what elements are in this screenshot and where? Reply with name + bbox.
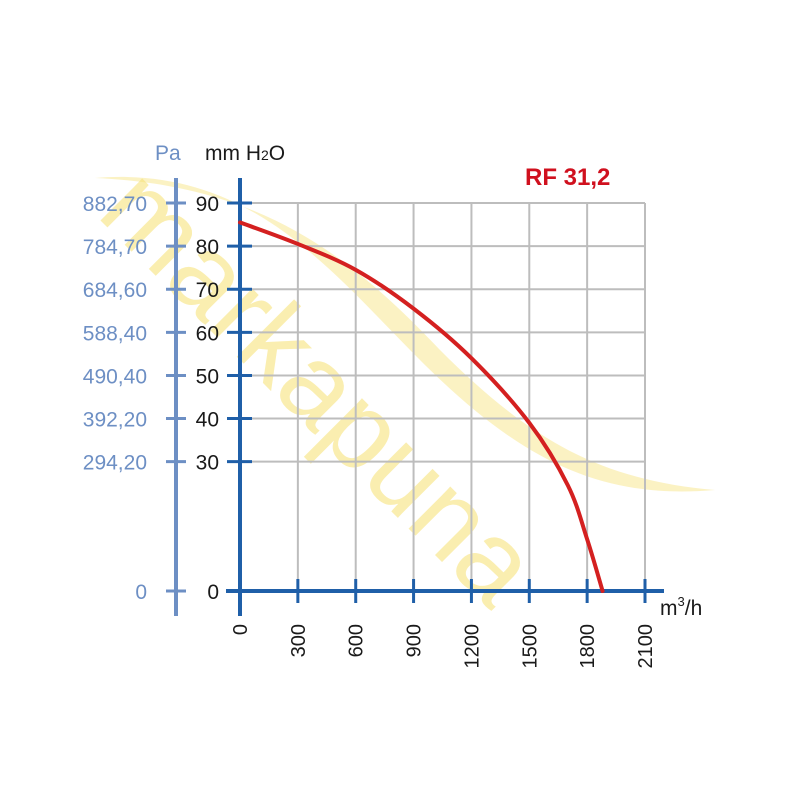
pa-tick-label: 490,40 [83, 365, 147, 388]
y-tick-label: 90 [196, 193, 219, 216]
x-tick-label: 1200 [461, 624, 483, 669]
y-tick-label: 70 [196, 279, 219, 302]
x-tick-label: 0 [230, 624, 252, 635]
y-tick-label: 0 [207, 581, 219, 604]
y-tick-label: 80 [196, 236, 219, 259]
y-tick-label: 30 [196, 452, 219, 475]
pa-tick-label: 392,20 [83, 409, 147, 432]
x-tick-label: 2100 [635, 624, 657, 669]
x-tick-label: 1800 [577, 624, 599, 669]
pa-tick-label: 684,60 [83, 279, 147, 302]
y-tick-label: 40 [196, 409, 219, 432]
y-tick-label: 50 [196, 365, 219, 388]
pa-tick-label: 0 [135, 581, 147, 604]
series-curve [238, 220, 605, 593]
chart-title: RF 31,2 [525, 164, 610, 191]
x-tick-label: 1500 [519, 624, 541, 669]
x-tick-label: 900 [404, 624, 426, 657]
mm-axis-unit: mm H2O [205, 142, 285, 165]
x-tick-label: 300 [288, 624, 310, 657]
series [238, 220, 605, 593]
pa-tick-label: 294,20 [83, 452, 147, 475]
x-axis-unit: m3/h [660, 594, 702, 620]
watermark: markapuna [78, 144, 715, 629]
watermark-swoosh [95, 176, 715, 492]
tick-labels: 0 0 294,20 30 392,20 40 490,40 50 588,40 60 684,60… [83, 193, 657, 669]
axes [166, 178, 664, 616]
x-tick-label: 600 [346, 624, 368, 657]
y-tick-label: 60 [196, 322, 219, 345]
pa-axis-unit: Pa [155, 142, 181, 165]
pa-tick-label: 784,70 [83, 236, 147, 259]
pa-tick-label: 588,40 [83, 322, 147, 345]
watermark-text: markapuna [78, 144, 563, 629]
pa-tick-label: 882,70 [83, 193, 147, 216]
